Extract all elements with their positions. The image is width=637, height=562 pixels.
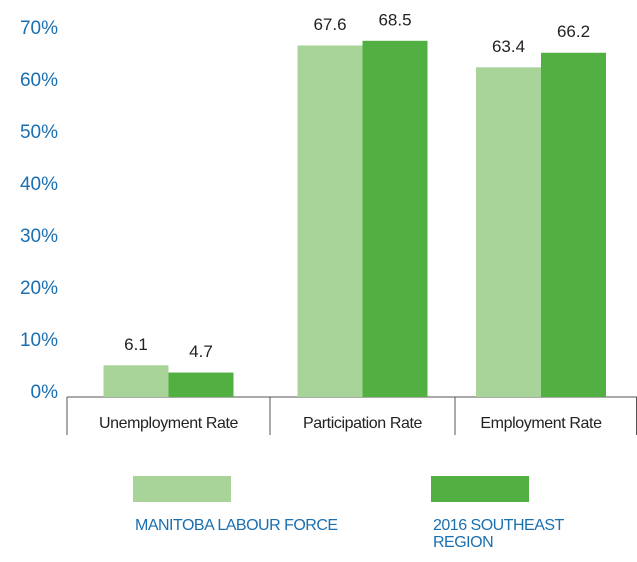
value-label: 4.7 xyxy=(189,342,213,361)
x-tick-label: Unemployment Rate xyxy=(99,415,239,432)
y-tick-label: 20% xyxy=(20,278,58,299)
legend-label: 2016 SOUTHEAST REGION xyxy=(433,517,564,551)
legend-swatch xyxy=(431,476,529,502)
y-tick-label: 60% xyxy=(20,70,58,91)
value-label: 66.2 xyxy=(557,22,590,41)
value-label: 63.4 xyxy=(492,37,525,56)
x-tick-label: Employment Rate xyxy=(480,415,602,432)
bar xyxy=(103,365,169,397)
y-tick-label: 40% xyxy=(20,174,58,195)
bar xyxy=(362,40,428,398)
legend-label: MANITOBA LABOUR FORCE xyxy=(135,517,338,534)
bar xyxy=(541,52,606,397)
y-tick-label: 70% xyxy=(20,18,58,39)
value-label: 68.5 xyxy=(378,10,411,29)
y-tick-label: 50% xyxy=(20,122,58,143)
bar xyxy=(297,45,363,397)
y-tick-label: 0% xyxy=(31,382,59,403)
bar xyxy=(168,372,234,397)
value-label: 67.6 xyxy=(313,15,346,34)
y-tick-label: 10% xyxy=(20,330,58,351)
value-label: 6.1 xyxy=(124,335,148,354)
bar xyxy=(476,67,541,397)
x-tick-label: Participation Rate xyxy=(303,415,423,432)
y-tick-label: 30% xyxy=(20,226,58,247)
legend-swatch xyxy=(133,476,231,502)
